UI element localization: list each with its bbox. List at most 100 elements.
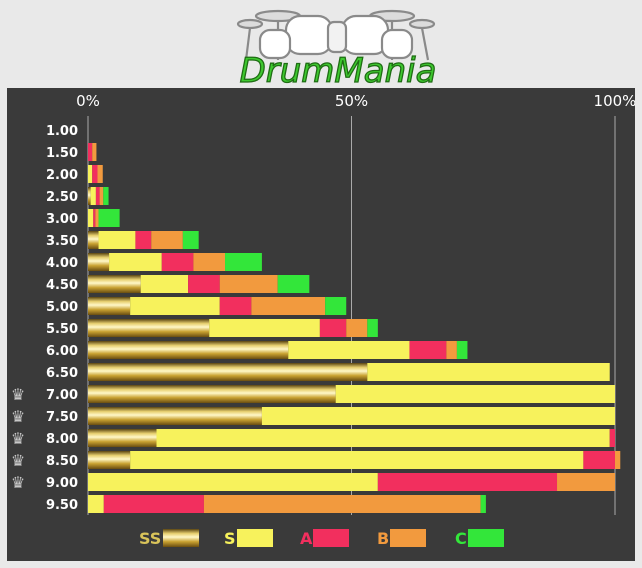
category-label: 8.00 xyxy=(46,432,78,447)
category-label: 2.00 xyxy=(46,168,78,183)
bar-s xyxy=(90,187,96,205)
bar-ss xyxy=(88,231,99,249)
bar-b xyxy=(193,253,226,271)
bar-row: 7.50 ♛ xyxy=(11,407,615,426)
bar-s xyxy=(156,429,610,447)
bar-a xyxy=(161,253,194,271)
bar-row: 5.50 xyxy=(46,319,378,337)
bar-ss xyxy=(88,429,157,447)
bar-b xyxy=(251,297,326,315)
bar-a xyxy=(188,275,220,293)
legend-item: A xyxy=(300,529,349,548)
bar-row: 4.50 xyxy=(46,275,310,293)
bar-row: 5.00 xyxy=(46,297,347,315)
bar-a xyxy=(95,187,100,205)
drummania-logo: DrumMania xyxy=(232,2,444,92)
legend-label: SS xyxy=(139,529,161,548)
category-label: 8.50 xyxy=(46,454,78,469)
legend-label: A xyxy=(300,529,313,548)
legend-label: C xyxy=(455,529,467,548)
category-label: 5.00 xyxy=(46,300,78,315)
bar-ss xyxy=(88,407,262,425)
bar-ss xyxy=(88,187,91,205)
category-label: 2.50 xyxy=(46,190,78,205)
crown-icon: ♛ xyxy=(11,451,25,470)
bar-b xyxy=(446,341,457,359)
bar-ss xyxy=(88,253,110,271)
bar-row: 1.50 xyxy=(46,143,97,161)
crown-icon: ♛ xyxy=(11,429,25,448)
category-label: 4.00 xyxy=(46,256,78,271)
bar-row: 6.00 xyxy=(46,341,468,359)
drum-kit-logo-art: DrumMania xyxy=(236,9,437,92)
category-label: 7.00 xyxy=(46,388,78,403)
category-label: 9.50 xyxy=(46,498,78,513)
bar-row: 9.00 ♛ xyxy=(11,473,615,492)
logo-text: DrumMania xyxy=(240,51,437,88)
bar-row: 7.00 ♛ xyxy=(11,385,615,404)
bar-a xyxy=(319,319,347,337)
bar-row: 1.00 xyxy=(46,124,78,139)
bar-row: 2.50 xyxy=(46,187,109,205)
bar-s xyxy=(98,231,136,249)
bar-ss xyxy=(88,297,131,315)
bar-a xyxy=(219,297,252,315)
x-axis-ticks: 0% 50% 100% xyxy=(76,92,635,110)
bar-ss xyxy=(88,275,141,293)
x-tick-label: 0% xyxy=(76,92,100,110)
bar-s xyxy=(288,341,410,359)
bar-b xyxy=(615,451,621,469)
legend-label: S xyxy=(224,529,236,548)
bar-s xyxy=(209,319,320,337)
bar-c xyxy=(182,231,199,249)
bar-a xyxy=(409,341,447,359)
crown-icon: ♛ xyxy=(11,473,25,492)
bar-ss xyxy=(88,363,368,381)
category-label: 4.50 xyxy=(46,278,78,293)
legend-swatch xyxy=(163,529,199,547)
bar-c xyxy=(456,341,468,359)
bar-c xyxy=(367,319,378,337)
bar-a xyxy=(92,165,98,183)
category-label: 9.00 xyxy=(46,476,78,491)
bar-row: 3.00 xyxy=(46,209,120,227)
bar-s xyxy=(335,385,615,403)
bar-c xyxy=(325,297,347,315)
bar-rows: 1.00 1.50 2.00 2.50 3.00 3.50 4.00 4.50 5.00 5.50… xyxy=(11,124,621,513)
bar-s xyxy=(261,407,615,425)
bar-row: 8.00 ♛ xyxy=(11,429,615,448)
bar-b xyxy=(95,209,99,227)
legend-swatch xyxy=(237,529,273,547)
category-label: 5.50 xyxy=(46,322,78,337)
category-label: 6.50 xyxy=(46,366,78,381)
crown-icon: ♛ xyxy=(11,385,25,404)
bar-s xyxy=(130,451,584,469)
bar-row: 6.50 xyxy=(46,363,610,381)
bar-c xyxy=(225,253,262,271)
bar-b xyxy=(92,143,97,161)
bar-s xyxy=(140,275,189,293)
category-label: 7.50 xyxy=(46,410,78,425)
bar-row: 9.50 xyxy=(46,495,486,513)
bar-c xyxy=(103,187,109,205)
bar-a xyxy=(88,143,93,161)
bar-row: 3.50 xyxy=(46,231,199,249)
bar-b xyxy=(99,187,104,205)
bar-c xyxy=(480,495,486,513)
bar-row: 4.00 xyxy=(46,253,262,271)
bar-a xyxy=(377,473,558,491)
category-label: 3.50 xyxy=(46,234,78,249)
chart-panel: 0% 50% 100% 1.00 1.50 2.00 2.50 3.00 3.50 4.00 4.… xyxy=(7,88,635,561)
bar-s xyxy=(130,297,220,315)
category-label: 1.50 xyxy=(46,146,78,161)
x-tick-label: 100% xyxy=(594,92,635,110)
bar-a xyxy=(135,231,152,249)
bar-c xyxy=(98,209,120,227)
bar-row: 2.00 xyxy=(46,165,103,183)
legend-item: C xyxy=(455,529,504,548)
stacked-bar-chart: 0% 50% 100% 1.00 1.50 2.00 2.50 3.00 3.50 4.00 4.… xyxy=(11,92,635,548)
crown-icon: ♛ xyxy=(11,407,25,426)
bar-b xyxy=(203,495,481,513)
legend-item: S xyxy=(224,529,273,548)
bar-a xyxy=(103,495,204,513)
